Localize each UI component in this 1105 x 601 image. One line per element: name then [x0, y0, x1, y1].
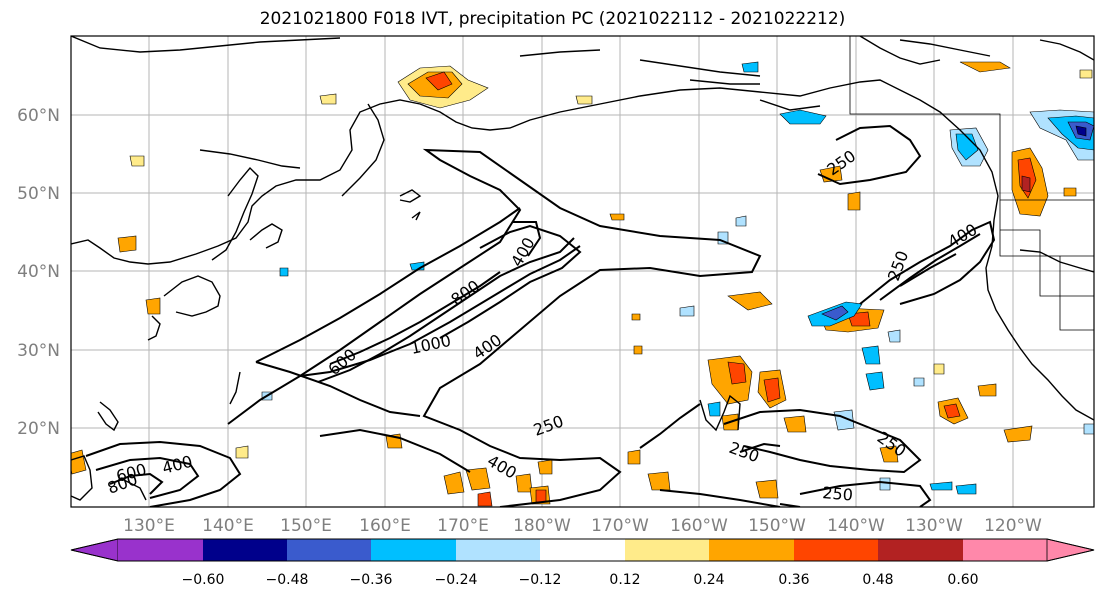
colorbar-outline — [70, 538, 1095, 562]
colorbar-segment — [371, 539, 456, 561]
colorbar-label: 0.24 — [693, 572, 724, 588]
lat-label-50n: 50°N — [17, 184, 60, 204]
colorbar-segment — [1046, 538, 1095, 562]
lat-label-60n: 60°N — [17, 106, 60, 126]
lon-label-180w: 180°W — [513, 516, 571, 536]
colorbar-label: 0.36 — [778, 572, 809, 588]
lat-label-40n: 40°N — [17, 262, 60, 282]
lat-label-30n: 30°N — [17, 341, 60, 361]
colorbar-label: −0.36 — [350, 572, 393, 588]
borders — [849, 36, 1094, 331]
colorbar-label: −0.12 — [519, 572, 562, 588]
colorbar-label: 0.48 — [862, 572, 893, 588]
lon-label-140e: 140°E — [202, 516, 254, 536]
map-frame — [70, 35, 1095, 508]
colorbar — [70, 538, 1095, 562]
precip-negative-shading — [261, 61, 1094, 495]
colorbar-label: −0.24 — [435, 572, 478, 588]
ivt-contours — [85, 124, 996, 507]
colorbar-segment — [963, 539, 1047, 561]
colorbar-label: 0.60 — [947, 572, 978, 588]
colorbar-label: −0.48 — [266, 572, 309, 588]
lon-label-160e: 160°E — [359, 516, 411, 536]
latitude-labels: 60°N 50°N 40°N 30°N 20°N — [17, 106, 60, 439]
lon-label-130w: 130°W — [905, 516, 963, 536]
lon-label-130e: 130°E — [123, 516, 175, 536]
colorbar-segment — [70, 538, 119, 562]
lon-label-120w: 120°W — [984, 516, 1042, 536]
colorbar-segment — [456, 539, 540, 561]
colorbar-segment — [203, 539, 287, 561]
colorbar-segment — [540, 539, 625, 561]
lon-label-150e: 150°E — [280, 516, 332, 536]
map-title: 2021021800 F018 IVT, precipitation PC (2… — [259, 9, 846, 29]
contour-label-250-south-c: 250 — [822, 483, 854, 505]
lat-label-20n: 20°N — [17, 419, 60, 439]
colorbar-segment — [118, 539, 203, 561]
colorbar-labels: −0.60 −0.48 −0.36 −0.24 −0.12 0.12 0.24 … — [182, 572, 979, 588]
precip-positive-shading — [71, 61, 1093, 507]
colorbar-segment — [625, 539, 709, 561]
colorbar-segment — [878, 539, 963, 561]
colorbar-label: −0.60 — [182, 572, 225, 588]
longitude-labels: 130°E 140°E 150°E 160°E 170°E 180°W 170°… — [123, 516, 1042, 536]
colorbar-label: 0.12 — [609, 572, 640, 588]
gridlines — [71, 36, 1094, 507]
lon-label-160w: 160°W — [670, 516, 728, 536]
colorbar-segment — [709, 539, 794, 561]
lon-label-150w: 150°W — [748, 516, 806, 536]
colorbar-segment — [794, 539, 878, 561]
lon-label-170e: 170°E — [437, 516, 489, 536]
colorbar-segment — [287, 539, 371, 561]
lon-label-170w: 170°W — [591, 516, 649, 536]
lon-label-140w: 140°W — [827, 516, 885, 536]
